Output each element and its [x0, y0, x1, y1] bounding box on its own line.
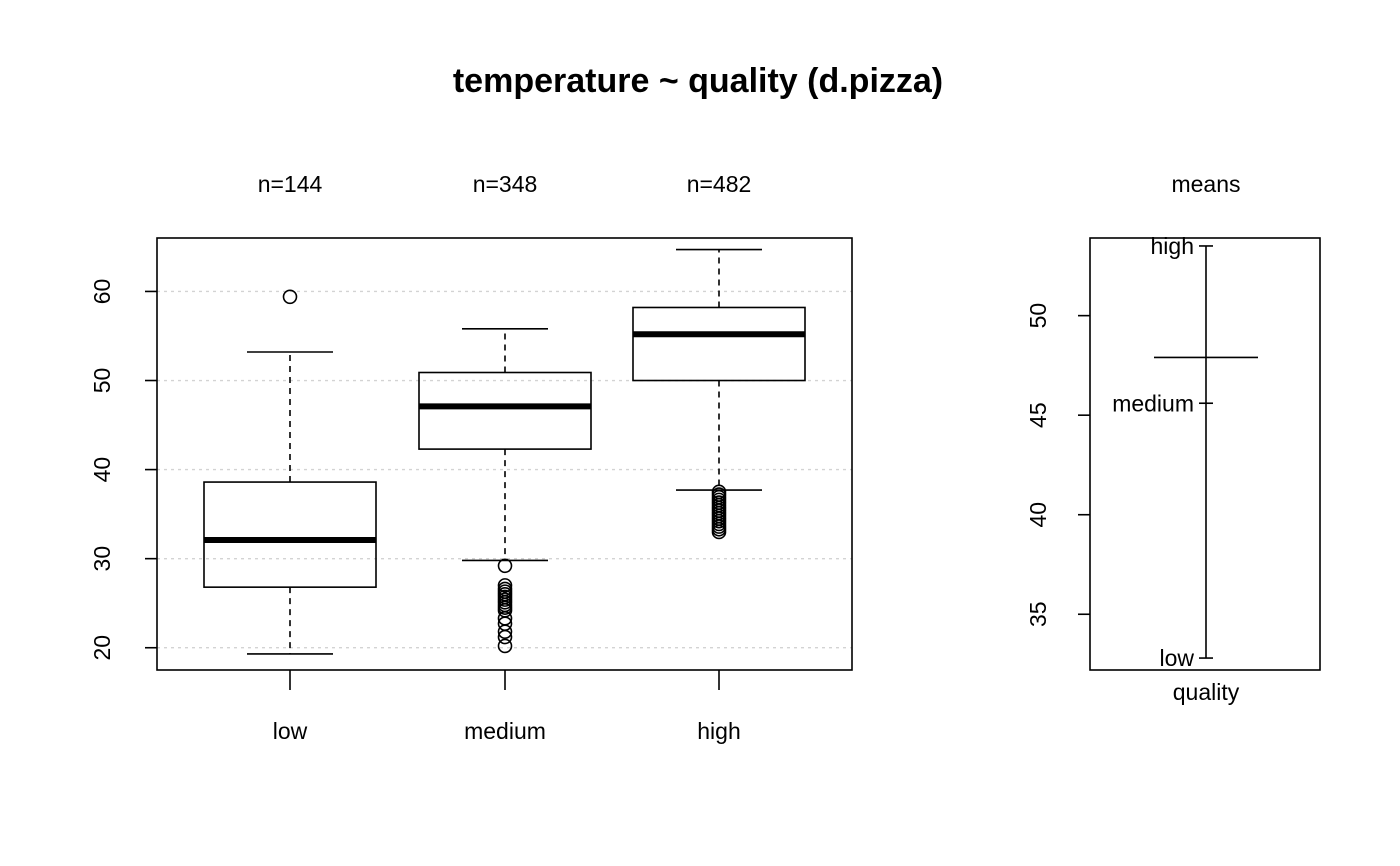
iqr-box	[203, 481, 377, 588]
count-label-high: n=482	[687, 171, 752, 197]
outlier-point	[497, 578, 513, 593]
boxplot-panel: 20 30 40 50 60 low n=144 medium n=348 high n=482	[89, 171, 853, 744]
outlier-point	[497, 638, 513, 654]
means-xlabel: quality	[1173, 679, 1240, 705]
outlier-point	[497, 624, 513, 639]
count-label-medium: n=348	[473, 171, 538, 197]
x-tick-label-low: low	[273, 718, 308, 744]
mean-label-low: low	[1159, 645, 1194, 671]
mean-label-high: high	[1151, 233, 1194, 259]
y-tick-label-40: 40	[89, 457, 115, 483]
means-y-tick-label-35: 35	[1025, 601, 1051, 627]
means-y-tick-label-40: 40	[1025, 502, 1051, 528]
means-y-tick-label-45: 45	[1025, 402, 1051, 428]
box-medium: medium n=348	[418, 171, 592, 744]
y-tick-label-30: 30	[89, 546, 115, 572]
x-tick-label-medium: medium	[464, 718, 546, 744]
box-low: low n=144	[203, 171, 377, 744]
means-panel: means quality 35 40 45 50 high medium low	[1025, 171, 1321, 705]
means-title: means	[1171, 171, 1240, 197]
outlier-point	[497, 558, 513, 574]
means-y-tick-label-50: 50	[1025, 303, 1051, 329]
y-tick-label-60: 60	[89, 279, 115, 305]
count-label-low: n=144	[258, 171, 323, 197]
chart-title: temperature ~ quality (d.pizza)	[453, 62, 943, 100]
means-frame	[1089, 237, 1321, 671]
y-tick-label-20: 20	[89, 635, 115, 661]
box-high: high n=482	[632, 171, 806, 744]
outlier-point	[282, 289, 298, 305]
iqr-box	[632, 306, 806, 382]
x-tick-label-high: high	[697, 718, 740, 744]
iqr-box	[418, 371, 592, 450]
outlier-point	[497, 629, 513, 645]
mean-label-medium: medium	[1112, 390, 1194, 416]
y-tick-label-50: 50	[89, 368, 115, 394]
outlier-point	[711, 524, 727, 540]
